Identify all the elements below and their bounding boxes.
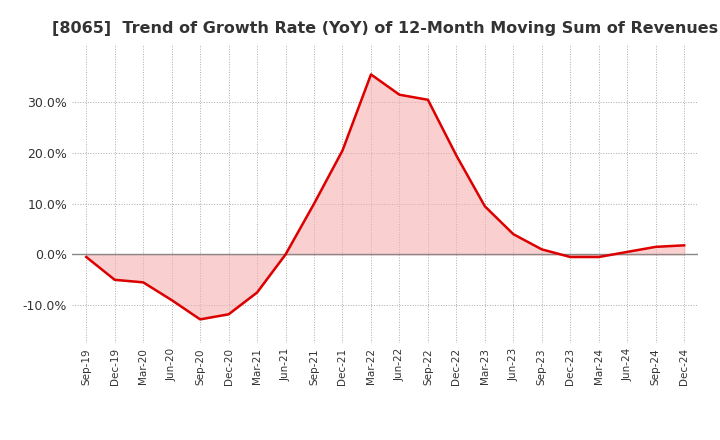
Title: [8065]  Trend of Growth Rate (YoY) of 12-Month Moving Sum of Revenues: [8065] Trend of Growth Rate (YoY) of 12-… xyxy=(52,21,719,36)
